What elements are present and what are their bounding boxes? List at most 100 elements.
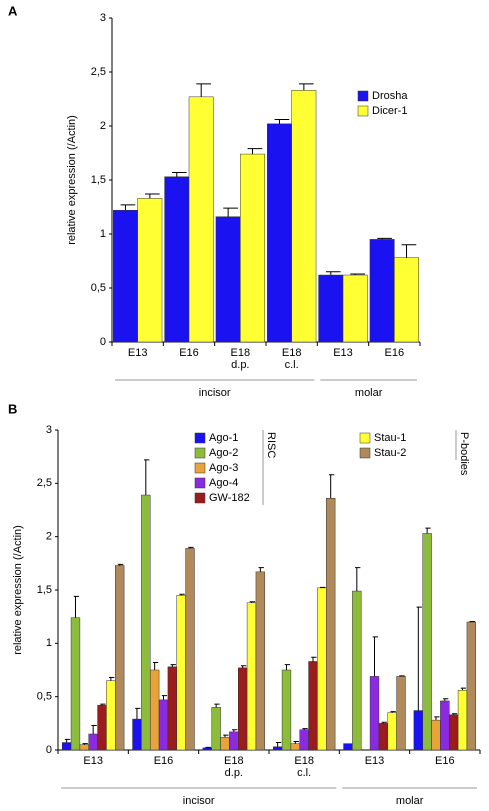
y-tick-label: 0 [46, 744, 52, 756]
error-bar [258, 567, 264, 572]
error-bar [73, 595, 80, 618]
error-bar [161, 695, 168, 700]
bar [158, 699, 169, 751]
error-bar [469, 620, 475, 622]
bar [113, 209, 138, 343]
y-tick-label: 2 [100, 120, 106, 132]
bar [299, 729, 309, 751]
bar [440, 700, 450, 751]
bar [272, 746, 283, 751]
bar [352, 590, 362, 751]
x-tick-label: E16 [153, 755, 174, 767]
error-bar [100, 703, 106, 706]
x-tick-label: E18 c.l. [294, 755, 314, 779]
bar [449, 714, 459, 751]
legend-label: Stau-2 [374, 447, 406, 459]
error-bar [460, 687, 467, 691]
y-tick-label: 1,5 [37, 584, 52, 596]
error-bar [390, 711, 396, 713]
legend-label: Ago-1 [209, 432, 238, 444]
error-bar [451, 713, 458, 715]
legend-label: Drosha [372, 90, 408, 102]
bar [176, 595, 186, 751]
error-bar [117, 563, 124, 566]
bar [369, 676, 380, 751]
x-tick-label: E16 [435, 755, 455, 767]
error-bar [223, 207, 238, 217]
error-bar [196, 83, 211, 97]
y-tick-label: 2,5 [91, 66, 106, 78]
error-bar [188, 546, 194, 549]
error-bar [275, 742, 282, 747]
bar [188, 96, 214, 343]
legend-swatch [359, 432, 371, 444]
y-tick-label: 3 [100, 12, 106, 24]
bar [422, 533, 432, 751]
x-tick-label: E13 [83, 755, 103, 767]
bar [394, 257, 419, 343]
error-bar [350, 273, 365, 276]
x-tick-label: E16 [179, 347, 199, 359]
y-tick-label: 2 [46, 531, 52, 543]
bar [149, 669, 160, 751]
bar [220, 736, 230, 751]
group-label: incisor [183, 795, 215, 807]
error-bar [205, 746, 211, 748]
error-bar [232, 729, 238, 732]
error-bar [302, 728, 308, 730]
error-bar [82, 743, 88, 745]
y-tick-label: 0,5 [37, 691, 52, 703]
error-bar [328, 474, 335, 499]
error-bar [401, 244, 417, 258]
bar [291, 90, 317, 343]
error-bar [381, 721, 387, 724]
bar [115, 565, 125, 751]
legend-label: Dicer-1 [372, 105, 407, 117]
bar [342, 274, 368, 343]
error-bar [434, 716, 440, 721]
bar [229, 731, 239, 751]
bar [343, 743, 353, 751]
bar [164, 176, 190, 343]
y-tick-label: 1 [100, 228, 106, 240]
y-tick-label: 3 [46, 424, 52, 436]
error-bar [298, 83, 314, 91]
error-bar [247, 148, 263, 155]
x-tick-label: E13 [364, 755, 385, 767]
x-tick-label: E18 c.l. [281, 347, 302, 371]
error-bar [152, 662, 159, 670]
error-bar [293, 740, 299, 744]
legend-label: Ago-2 [209, 447, 238, 459]
legend-label: Stau-1 [374, 432, 406, 444]
error-bar [171, 171, 187, 177]
y-tick-label: 0,5 [91, 282, 106, 294]
error-bar [399, 675, 405, 677]
error-bar [443, 698, 449, 701]
group-label: molar [355, 387, 383, 399]
bar [215, 216, 241, 343]
bar [378, 723, 389, 751]
bar [185, 548, 195, 751]
bar [202, 747, 212, 751]
bar [317, 587, 327, 751]
x-tick-label: E18 d.p. [230, 347, 251, 371]
legend-swatch [194, 492, 206, 504]
error-bar [284, 664, 291, 670]
bar [141, 494, 151, 751]
legend-group-title: RISC [265, 432, 277, 458]
legend-swatch [357, 90, 369, 102]
error-bar [214, 703, 220, 708]
error-bar [416, 606, 422, 711]
legend-swatch [357, 105, 369, 117]
error-bar [64, 738, 71, 743]
legend-swatch [194, 477, 206, 489]
bar [255, 571, 266, 751]
bar [413, 710, 423, 751]
error-bar [355, 567, 361, 592]
bar [88, 733, 98, 751]
error-bar [144, 193, 160, 199]
x-tick-label: E16 [384, 347, 405, 359]
y-tick-label: 0 [100, 336, 106, 348]
bar [318, 274, 344, 343]
